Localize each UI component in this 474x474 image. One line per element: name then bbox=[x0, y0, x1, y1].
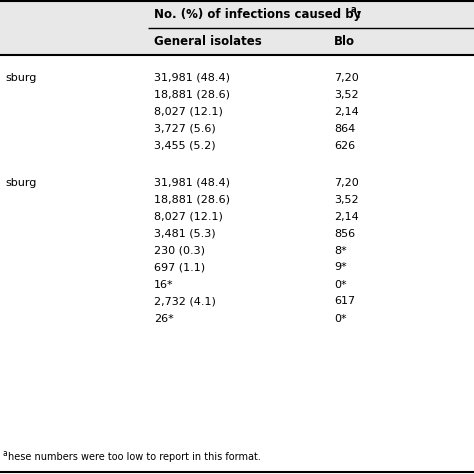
Text: 8,027 (12.1): 8,027 (12.1) bbox=[154, 211, 223, 221]
Text: 617: 617 bbox=[334, 297, 355, 307]
Text: 864: 864 bbox=[334, 124, 355, 134]
Text: :: : bbox=[356, 8, 361, 20]
Text: sburg: sburg bbox=[5, 177, 36, 188]
Text: 7,20: 7,20 bbox=[334, 177, 359, 188]
Text: 856: 856 bbox=[334, 228, 355, 238]
Text: 2,14: 2,14 bbox=[334, 211, 359, 221]
Text: a: a bbox=[3, 449, 8, 458]
Text: 26*: 26* bbox=[154, 313, 174, 323]
Text: 2,732 (4.1): 2,732 (4.1) bbox=[154, 297, 216, 307]
Text: General isolates: General isolates bbox=[154, 35, 262, 48]
Bar bbox=[0, 0, 474, 28]
Bar bbox=[0, 28, 474, 55]
Text: No. (%) of infections caused by: No. (%) of infections caused by bbox=[154, 8, 361, 20]
Text: 3,727 (5.6): 3,727 (5.6) bbox=[154, 124, 216, 134]
Text: 31,981 (48.4): 31,981 (48.4) bbox=[154, 73, 230, 82]
Text: 18,881 (28.6): 18,881 (28.6) bbox=[154, 90, 230, 100]
Text: 18,881 (28.6): 18,881 (28.6) bbox=[154, 194, 230, 204]
Text: 9*: 9* bbox=[334, 263, 347, 273]
Text: 2,14: 2,14 bbox=[334, 107, 359, 117]
Text: 7,20: 7,20 bbox=[334, 73, 359, 82]
Text: 8*: 8* bbox=[334, 246, 347, 255]
Text: 16*: 16* bbox=[154, 280, 173, 290]
Text: 3,52: 3,52 bbox=[334, 90, 359, 100]
Text: hese numbers were too low to report in this format.: hese numbers were too low to report in t… bbox=[8, 452, 261, 462]
Text: sburg: sburg bbox=[5, 73, 36, 82]
Text: 8,027 (12.1): 8,027 (12.1) bbox=[154, 107, 223, 117]
Text: 3,52: 3,52 bbox=[334, 194, 359, 204]
Text: Blo: Blo bbox=[334, 35, 355, 48]
Text: 0*: 0* bbox=[334, 313, 346, 323]
Text: 3,481 (5.3): 3,481 (5.3) bbox=[154, 228, 216, 238]
Text: 697 (1.1): 697 (1.1) bbox=[154, 263, 205, 273]
Text: 3,455 (5.2): 3,455 (5.2) bbox=[154, 140, 216, 151]
Text: 230 (0.3): 230 (0.3) bbox=[154, 246, 205, 255]
Text: 31,981 (48.4): 31,981 (48.4) bbox=[154, 177, 230, 188]
Text: 626: 626 bbox=[334, 140, 355, 151]
Text: a: a bbox=[351, 4, 356, 13]
Text: 0*: 0* bbox=[334, 280, 346, 290]
